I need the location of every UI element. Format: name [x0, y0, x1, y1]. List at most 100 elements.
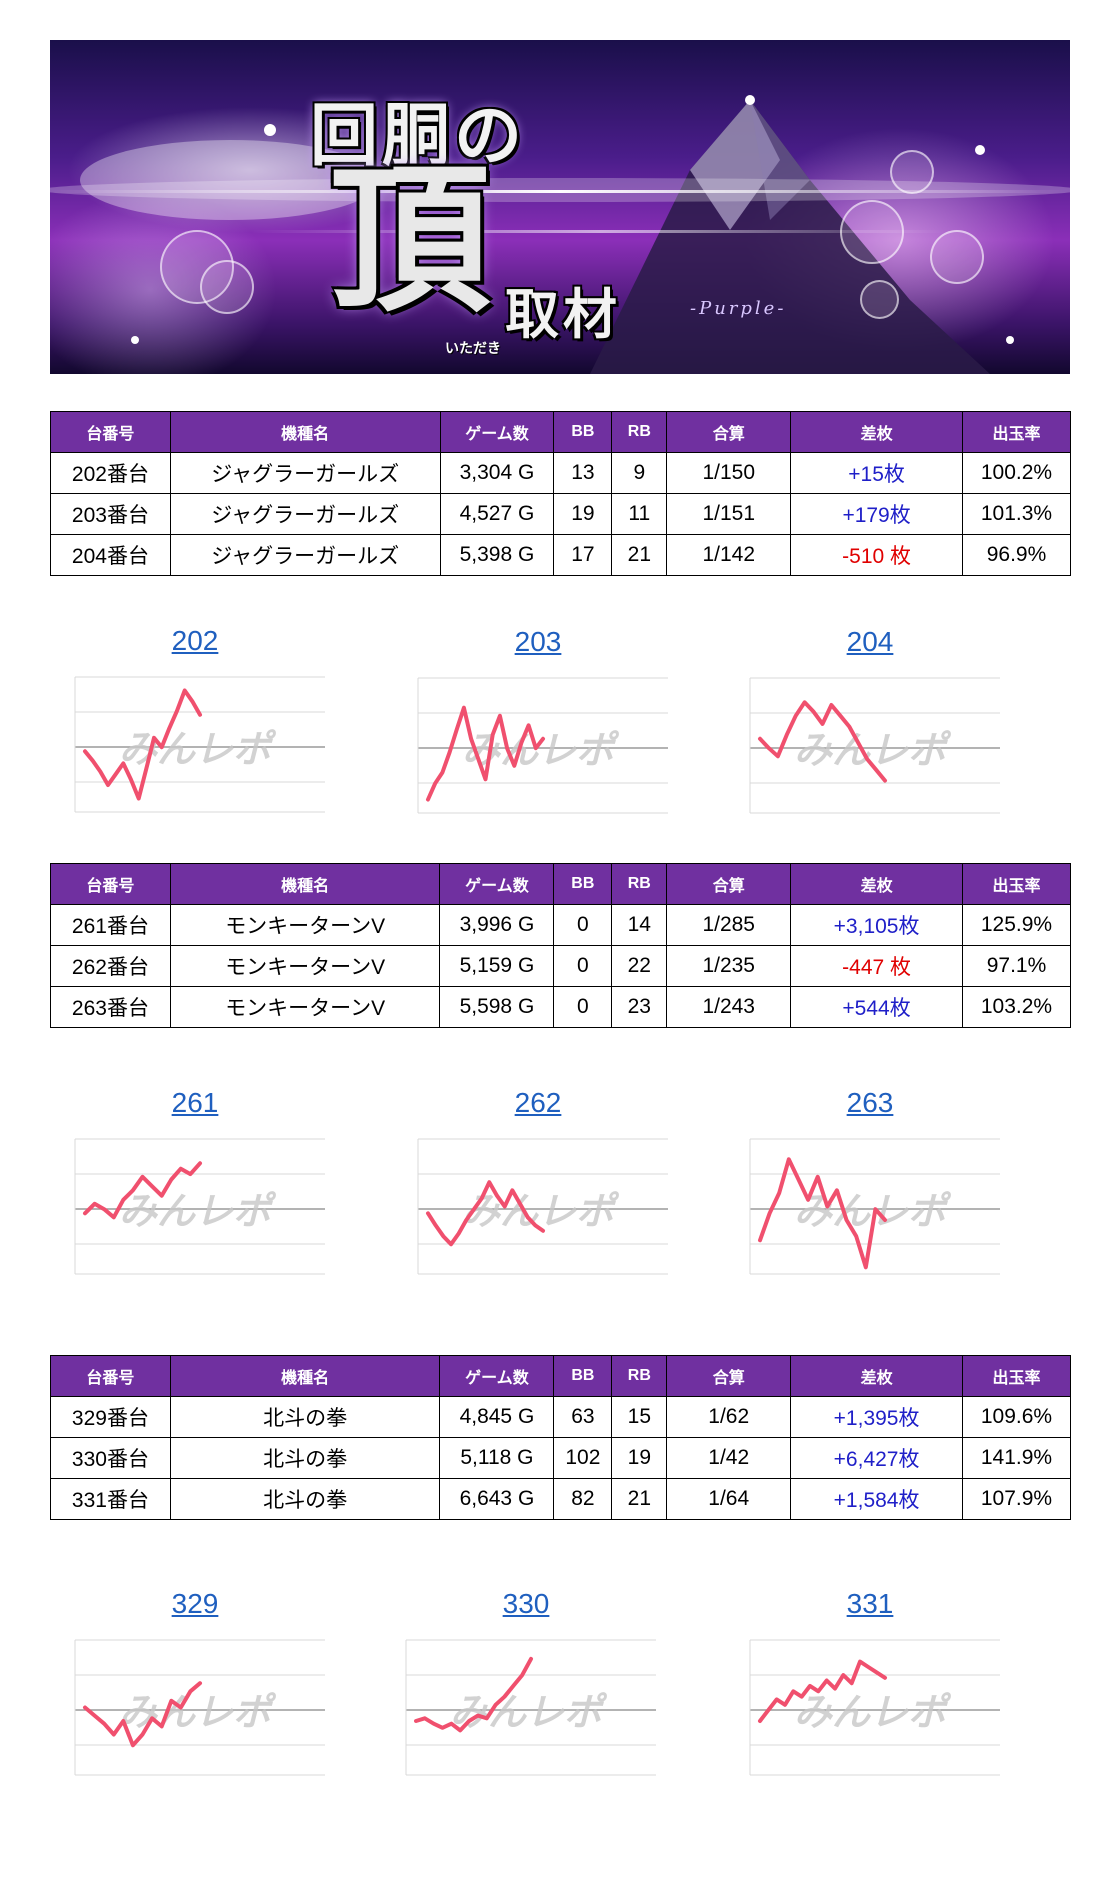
cell-rate: 100.2% [962, 452, 1071, 494]
graph-204[interactable]: 204 みんレポ [720, 626, 1020, 836]
banner-title-main: 頂 [330, 146, 491, 334]
watermark-text: みんレポ [794, 1690, 952, 1734]
cell-bb: 19 [553, 493, 613, 535]
graph-link-329[interactable]: 329 [171, 1588, 219, 1619]
results-table-3: 台番号 機種名 ゲーム数 BB RB 合算 差枚 出玉率 329番台 北斗の拳 … [50, 1355, 1071, 1520]
cell-no: 203番台 [50, 493, 171, 535]
cell-bb: 13 [553, 452, 613, 494]
cell-games: 6,643 G [439, 1478, 555, 1520]
cell-games: 5,159 G [439, 945, 555, 987]
graph-plot: みんレポ [749, 1639, 1000, 1776]
col-header-rate: 出玉率 [962, 1355, 1071, 1397]
graph-link-331[interactable]: 331 [846, 1588, 894, 1619]
graph-329[interactable]: 329 みんレポ [45, 1588, 345, 1798]
graph-link-263[interactable]: 263 [846, 1087, 894, 1118]
cell-games: 5,118 G [439, 1437, 555, 1479]
graph-link-261[interactable]: 261 [171, 1087, 219, 1118]
graph-link-203[interactable]: 203 [514, 626, 562, 657]
cell-diff: +1,584枚 [790, 1478, 963, 1520]
cell-rate: 125.9% [962, 904, 1071, 946]
cell-diff: -510 枚 [790, 534, 963, 576]
cell-model: ジャグラーガールズ [169, 534, 441, 576]
graph-link-330[interactable]: 330 [502, 1588, 550, 1619]
cell-rate: 141.9% [962, 1437, 1071, 1479]
cell-total: 1/62 [666, 1396, 792, 1438]
series-line [758, 1659, 887, 1723]
cell-rate: 97.1% [962, 945, 1071, 987]
cell-diff: +3,105枚 [790, 904, 963, 946]
graph-plot: みんレポ [417, 1138, 668, 1275]
cell-rate: 103.2% [962, 986, 1071, 1028]
cell-bb: 82 [553, 1478, 613, 1520]
col-header-bb: BB [553, 1355, 613, 1397]
cell-no: 261番台 [50, 904, 171, 946]
graph-202[interactable]: 202 みんレポ [45, 625, 345, 835]
cell-bb: 63 [553, 1396, 613, 1438]
graph-331[interactable]: 331 みんレポ [720, 1588, 1020, 1798]
col-header-bb: BB [553, 863, 613, 905]
banner-tag: -Purple- [690, 298, 787, 319]
table-row: 202番台 ジャグラーガールズ 3,304 G 13 9 1/150 +15枚 … [50, 452, 1071, 494]
col-header-rb: RB [611, 1355, 668, 1397]
cell-total: 1/285 [666, 904, 792, 946]
cell-rb: 23 [611, 986, 668, 1028]
cell-bb: 102 [553, 1437, 613, 1479]
graph-203[interactable]: 203 みんレポ [388, 626, 688, 836]
cell-diff: +15枚 [790, 452, 963, 494]
graph-plot: みんレポ [749, 677, 1000, 814]
watermark-text: みんレポ [462, 728, 620, 772]
cell-no: 202番台 [50, 452, 171, 494]
series-line [758, 1157, 887, 1270]
cell-no: 329番台 [50, 1396, 171, 1438]
cell-no: 331番台 [50, 1478, 171, 1520]
col-header-model: 機種名 [169, 863, 441, 905]
cell-games: 3,304 G [439, 452, 555, 494]
cell-model: モンキーターンV [169, 945, 441, 987]
series-line [83, 688, 202, 801]
col-header-games: ゲーム数 [439, 411, 555, 453]
cell-bb: 0 [553, 986, 613, 1028]
cell-games: 5,398 G [439, 534, 555, 576]
cell-games: 4,845 G [439, 1396, 555, 1438]
cell-bb: 0 [553, 904, 613, 946]
cell-diff: +6,427枚 [790, 1437, 963, 1479]
col-header-rate: 出玉率 [962, 863, 1071, 905]
graph-plot: みんレポ [74, 1138, 325, 1275]
cell-no: 330番台 [50, 1437, 171, 1479]
header-banner: 回胴の 頂 いただき 取材 -Purple- [50, 40, 1070, 374]
cell-total: 1/64 [666, 1478, 792, 1520]
watermark-text: みんレポ [450, 1690, 608, 1734]
cell-rb: 21 [611, 534, 668, 576]
col-header-rb: RB [611, 411, 668, 453]
graph-plot: みんレポ [417, 677, 668, 814]
graph-261[interactable]: 261 みんレポ [45, 1087, 345, 1297]
graph-link-204[interactable]: 204 [846, 626, 894, 657]
cell-rate: 107.9% [962, 1478, 1071, 1520]
col-header-rate: 出玉率 [962, 411, 1071, 453]
cell-diff: +1,395枚 [790, 1396, 963, 1438]
cell-rate: 101.3% [962, 493, 1071, 535]
cell-diff: -447 枚 [790, 945, 963, 987]
series-line [83, 1161, 202, 1220]
graph-330[interactable]: 330 みんレポ [376, 1588, 676, 1798]
col-header-total: 合算 [666, 863, 792, 905]
results-table-2: 台番号 機種名 ゲーム数 BB RB 合算 差枚 出玉率 261番台 モンキータ… [50, 863, 1071, 1028]
graph-262[interactable]: 262 みんレポ [388, 1087, 688, 1297]
watermark-text: みんレポ [119, 1690, 277, 1734]
col-header-total: 合算 [666, 1355, 792, 1397]
cell-no: 263番台 [50, 986, 171, 1028]
graph-263[interactable]: 263 みんレポ [720, 1087, 1020, 1297]
banner-title-ruby: いただき [445, 341, 501, 357]
cell-model: 北斗の拳 [169, 1437, 441, 1479]
results-table-1: 台番号 機種名 ゲーム数 BB RB 合算 差枚 出玉率 202番台 ジャグラー… [50, 411, 1071, 576]
graph-plot: みんレポ [74, 676, 325, 813]
cell-games: 4,527 G [439, 493, 555, 535]
graph-link-202[interactable]: 202 [171, 625, 219, 656]
cell-games: 3,996 G [439, 904, 555, 946]
graph-link-262[interactable]: 262 [514, 1087, 562, 1118]
series-line [426, 705, 545, 802]
cell-total: 1/150 [666, 452, 792, 494]
col-header-total: 合算 [666, 411, 792, 453]
cell-model: ジャグラーガールズ [169, 493, 441, 535]
col-header-rb: RB [611, 863, 668, 905]
